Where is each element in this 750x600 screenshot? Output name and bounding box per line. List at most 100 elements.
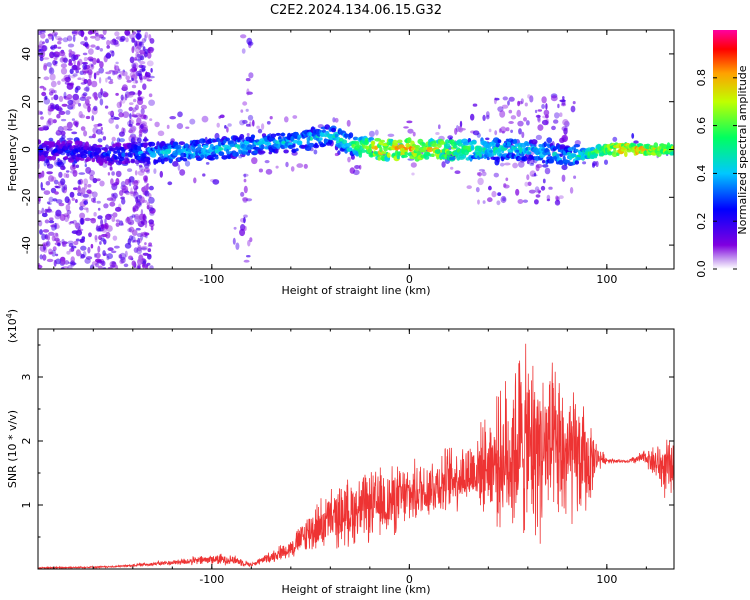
spectrogram-noise-cell [105, 213, 112, 220]
spectrogram-noise-cell [132, 38, 135, 43]
spectrogram-noise-cell [87, 184, 92, 188]
spectrogram-noise-cell [106, 253, 114, 260]
spectrogram-ridge-cell [330, 127, 337, 133]
spectrogram-noise-cell [130, 235, 136, 243]
bottom-x-axis-label: Height of straight line (km) [281, 583, 430, 596]
spectrogram-noise-cell [60, 259, 66, 265]
spectrogram-noise-cell [157, 130, 165, 137]
spectrogram-noise-cell [116, 137, 121, 143]
spectrogram-noise-cell [137, 97, 144, 102]
spectrogram-ridge-cell [178, 141, 186, 146]
spectrogram-noise-cell [77, 192, 82, 196]
spectrogram-noise-cell [216, 122, 220, 128]
spectrogram-ridge-cell [136, 145, 142, 150]
spectrogram-ridge-cell [471, 140, 477, 145]
spectrogram-noise-cell [62, 37, 69, 43]
spectrogram-noise-cell [40, 116, 44, 120]
spectrogram-noise-cell [132, 80, 139, 84]
spectrogram-noise-cell [47, 117, 54, 126]
spectrogram-noise-cell [44, 95, 48, 100]
spectrogram-noise-cell [284, 116, 289, 123]
spectrogram-noise-cell [82, 92, 88, 97]
spectrogram-noise-cell [149, 118, 153, 121]
spectrogram-noise-cell [491, 190, 497, 198]
spectrogram-ridge-cell [182, 157, 188, 162]
spectrogram-noise-cell [73, 187, 78, 191]
spectrogram-noise-cell [563, 127, 568, 135]
spectrogram-noise-cell [526, 120, 530, 126]
x-tick-label: 100 [596, 273, 617, 286]
spectrogram-noise-cell [97, 91, 103, 99]
spectrogram-noise-cell [113, 116, 120, 120]
spectrogram-noise-cell [64, 196, 70, 204]
spectrogram-noise-cell [133, 115, 138, 118]
spectrogram-noise-cell [150, 226, 154, 231]
spectrogram-noise-cell [505, 127, 510, 132]
spectrogram-noise-cell [138, 41, 144, 48]
spectrogram-noise-cell [125, 75, 130, 81]
spectrogram-noise-cell [100, 126, 104, 131]
spectrogram-ridge-cell [396, 155, 400, 160]
spectrogram-noise-cell [459, 128, 466, 131]
spectrogram-noise-cell [74, 222, 80, 229]
spectrogram-noise-cell [403, 126, 409, 129]
spectrogram-noise-cell [482, 200, 486, 204]
spectrogram-noise-cell [83, 57, 88, 62]
spectrogram-noise-cell [508, 121, 514, 124]
spectrogram-ridge-cell [414, 144, 421, 149]
spectrogram-noise-cell [193, 177, 197, 184]
colorbar-tick-label: 0.2 [695, 212, 708, 230]
x-tick-label: 0 [406, 573, 413, 586]
spectrogram-noise-cell [540, 185, 546, 191]
spectrogram-noise-cell [137, 258, 143, 266]
spectrogram-noise-cell [166, 124, 170, 129]
spectrogram-noise-cell [139, 68, 144, 73]
spectrogram-noise-cell [528, 189, 536, 194]
spectrogram-noise-cell [233, 226, 237, 230]
spectrogram-noise-cell [132, 64, 137, 69]
spectrogram-noise-cell [478, 168, 485, 172]
spectrogram-noise-cell [111, 261, 116, 265]
spectrogram-noise-cell [68, 74, 71, 80]
spectrogram-noise-cell [49, 217, 54, 221]
spectrogram-ridge-cell [221, 155, 228, 160]
spectrogram-noise-cell [132, 107, 137, 112]
spectrogram-ridge-cell [125, 160, 131, 164]
spectrogram-noise-cell [612, 136, 618, 142]
spectrogram-noise-cell [146, 183, 150, 186]
spectrogram-noise-cell [107, 172, 111, 176]
spectrogram-noise-cell [258, 168, 263, 173]
spectrogram-noise-cell [557, 103, 560, 109]
spectrogram-noise-cell [481, 171, 487, 177]
spectrogram-ridge-cell [146, 160, 151, 165]
spectrogram-noise-cell [146, 60, 154, 67]
spectrogram-noise-cell [529, 162, 535, 166]
spectrogram-noise-cell [94, 235, 98, 241]
spectrogram-noise-cell [134, 56, 138, 61]
spectrogram-noise-cell [92, 57, 97, 65]
spectrogram-noise-cell [87, 246, 91, 254]
spectrogram-noise-cell [559, 137, 565, 143]
spectrogram-noise-cell [501, 130, 505, 134]
spectrogram-noise-cell [93, 91, 98, 97]
spectrogram-noise-cell [48, 88, 55, 93]
spectrogram-ridge-cell [94, 147, 102, 154]
spectrogram-ridge-cell [103, 147, 108, 153]
spectrogram-noise-cell [46, 242, 49, 246]
spectrogram-ridge-cell [595, 150, 600, 154]
spectrogram-noise-cell [72, 34, 76, 43]
spectrogram-noise-cell [85, 256, 93, 260]
spectrogram-ridge-cell [386, 152, 391, 158]
spectrogram-noise-cell [138, 194, 142, 199]
spectrogram-noise-cell [240, 109, 244, 113]
spectrogram-noise-cell [441, 161, 446, 168]
spectrogram-noise-cell [84, 36, 88, 41]
spectrogram-ridge-cell [116, 149, 121, 154]
spectrogram-noise-cell [71, 197, 76, 201]
spectrogram-noise-cell [109, 264, 116, 268]
spectrogram-noise-cell [92, 133, 96, 139]
spectrogram-noise-cell [133, 187, 138, 194]
spectrogram-noise-cell [354, 165, 360, 169]
spectrogram-ridge-cell [183, 152, 187, 158]
spectrogram-noise-cell [124, 250, 128, 258]
